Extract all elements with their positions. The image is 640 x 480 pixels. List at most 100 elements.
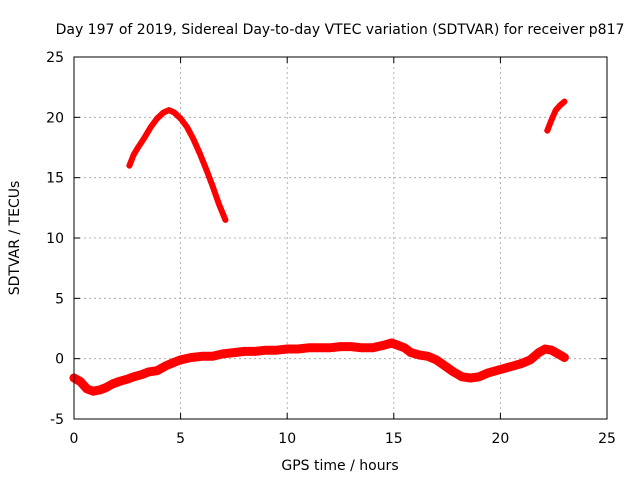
data-point bbox=[272, 346, 281, 355]
data-point bbox=[215, 201, 222, 208]
data-point bbox=[304, 343, 313, 352]
x-tick-label: 10 bbox=[278, 431, 296, 447]
data-point bbox=[89, 387, 98, 396]
data-point bbox=[547, 346, 556, 355]
data-point bbox=[160, 109, 167, 116]
x-tick-label: 5 bbox=[176, 431, 185, 447]
data-point bbox=[561, 98, 568, 105]
x-axis-label: GPS time / hours bbox=[281, 458, 398, 474]
data-point bbox=[552, 107, 559, 114]
data-point bbox=[548, 116, 555, 123]
data-point bbox=[557, 102, 564, 109]
data-point bbox=[129, 372, 138, 381]
data-point bbox=[154, 115, 161, 122]
data-point bbox=[534, 348, 543, 357]
data-point bbox=[553, 349, 562, 358]
data-point bbox=[544, 127, 551, 134]
ticks: 0 5 10 15 20 25 -5 0 5 10 15 20 25 bbox=[46, 50, 616, 447]
data-point bbox=[500, 364, 509, 373]
y-tick-label: 25 bbox=[46, 50, 64, 66]
data-point bbox=[203, 166, 210, 173]
data-point bbox=[108, 380, 117, 389]
grid bbox=[74, 57, 607, 419]
data-point bbox=[229, 348, 238, 357]
x-tick-label: 0 bbox=[70, 431, 79, 447]
data-point bbox=[440, 361, 449, 370]
data-point bbox=[400, 343, 409, 352]
data-point bbox=[509, 361, 518, 370]
data-point bbox=[517, 359, 526, 368]
data-point bbox=[101, 383, 110, 392]
data-point bbox=[293, 345, 302, 354]
y-tick-label: 20 bbox=[46, 110, 64, 126]
data-point bbox=[147, 123, 154, 130]
series-band-low bbox=[69, 338, 569, 396]
data-point bbox=[325, 343, 334, 352]
data-point bbox=[368, 343, 377, 352]
data-point bbox=[240, 347, 249, 356]
data-point bbox=[187, 353, 196, 362]
data-point bbox=[123, 375, 132, 384]
data-point bbox=[130, 151, 137, 158]
data-point bbox=[251, 347, 260, 356]
data-point bbox=[114, 377, 123, 386]
data-point bbox=[336, 342, 345, 351]
x-tick-label: 15 bbox=[385, 431, 403, 447]
data-point bbox=[357, 343, 366, 352]
data-point bbox=[82, 384, 91, 393]
data-point bbox=[466, 373, 475, 382]
series-arc-high-1 bbox=[126, 107, 229, 223]
y-axis-label: SDTVAR / TECUs bbox=[7, 181, 23, 296]
data-point bbox=[458, 372, 467, 381]
data-point bbox=[432, 355, 441, 364]
data-point bbox=[208, 352, 217, 361]
y-tick-label: 5 bbox=[55, 291, 64, 307]
data-point bbox=[170, 358, 179, 367]
data-point bbox=[153, 366, 162, 375]
series-trace bbox=[69, 338, 569, 396]
y-tick-label: 15 bbox=[46, 171, 64, 187]
data-point bbox=[222, 216, 229, 223]
data-point bbox=[144, 367, 153, 376]
data-point bbox=[423, 352, 432, 361]
data-point bbox=[379, 341, 388, 350]
x-tick-label: 20 bbox=[491, 431, 509, 447]
data-point bbox=[141, 134, 148, 141]
data-point bbox=[190, 136, 197, 143]
y-tick-label: 10 bbox=[46, 231, 64, 247]
data-point bbox=[347, 342, 356, 351]
y-tick-label: -5 bbox=[50, 412, 64, 428]
data-point bbox=[406, 348, 415, 357]
data-point bbox=[526, 355, 535, 364]
data-point bbox=[171, 109, 178, 116]
data-point bbox=[161, 361, 170, 370]
data-point bbox=[134, 144, 141, 151]
data-point bbox=[176, 355, 185, 364]
data-point bbox=[138, 370, 147, 379]
series-arc-high-2 bbox=[544, 98, 568, 134]
data-point bbox=[126, 162, 133, 169]
data-point bbox=[394, 341, 403, 350]
series-trace bbox=[126, 107, 229, 223]
data-point bbox=[483, 369, 492, 378]
y-tick-label: 0 bbox=[55, 352, 64, 368]
data-point bbox=[475, 372, 484, 381]
data-point bbox=[492, 366, 501, 375]
chart-title: Day 197 of 2019, Sidereal Day-to-day VTE… bbox=[56, 22, 625, 38]
data-point bbox=[219, 349, 228, 358]
data-point bbox=[560, 353, 569, 362]
data-point bbox=[415, 351, 424, 360]
x-tick-label: 25 bbox=[598, 431, 616, 447]
data-point bbox=[283, 345, 292, 354]
data-point bbox=[196, 150, 203, 157]
data-point bbox=[449, 367, 458, 376]
data-point bbox=[197, 352, 206, 361]
data-point bbox=[387, 338, 396, 347]
data-point bbox=[177, 115, 184, 122]
data-point bbox=[76, 377, 85, 386]
data-point bbox=[209, 183, 216, 190]
data-point bbox=[261, 346, 270, 355]
data-point bbox=[541, 345, 550, 354]
series-layer bbox=[69, 98, 569, 396]
